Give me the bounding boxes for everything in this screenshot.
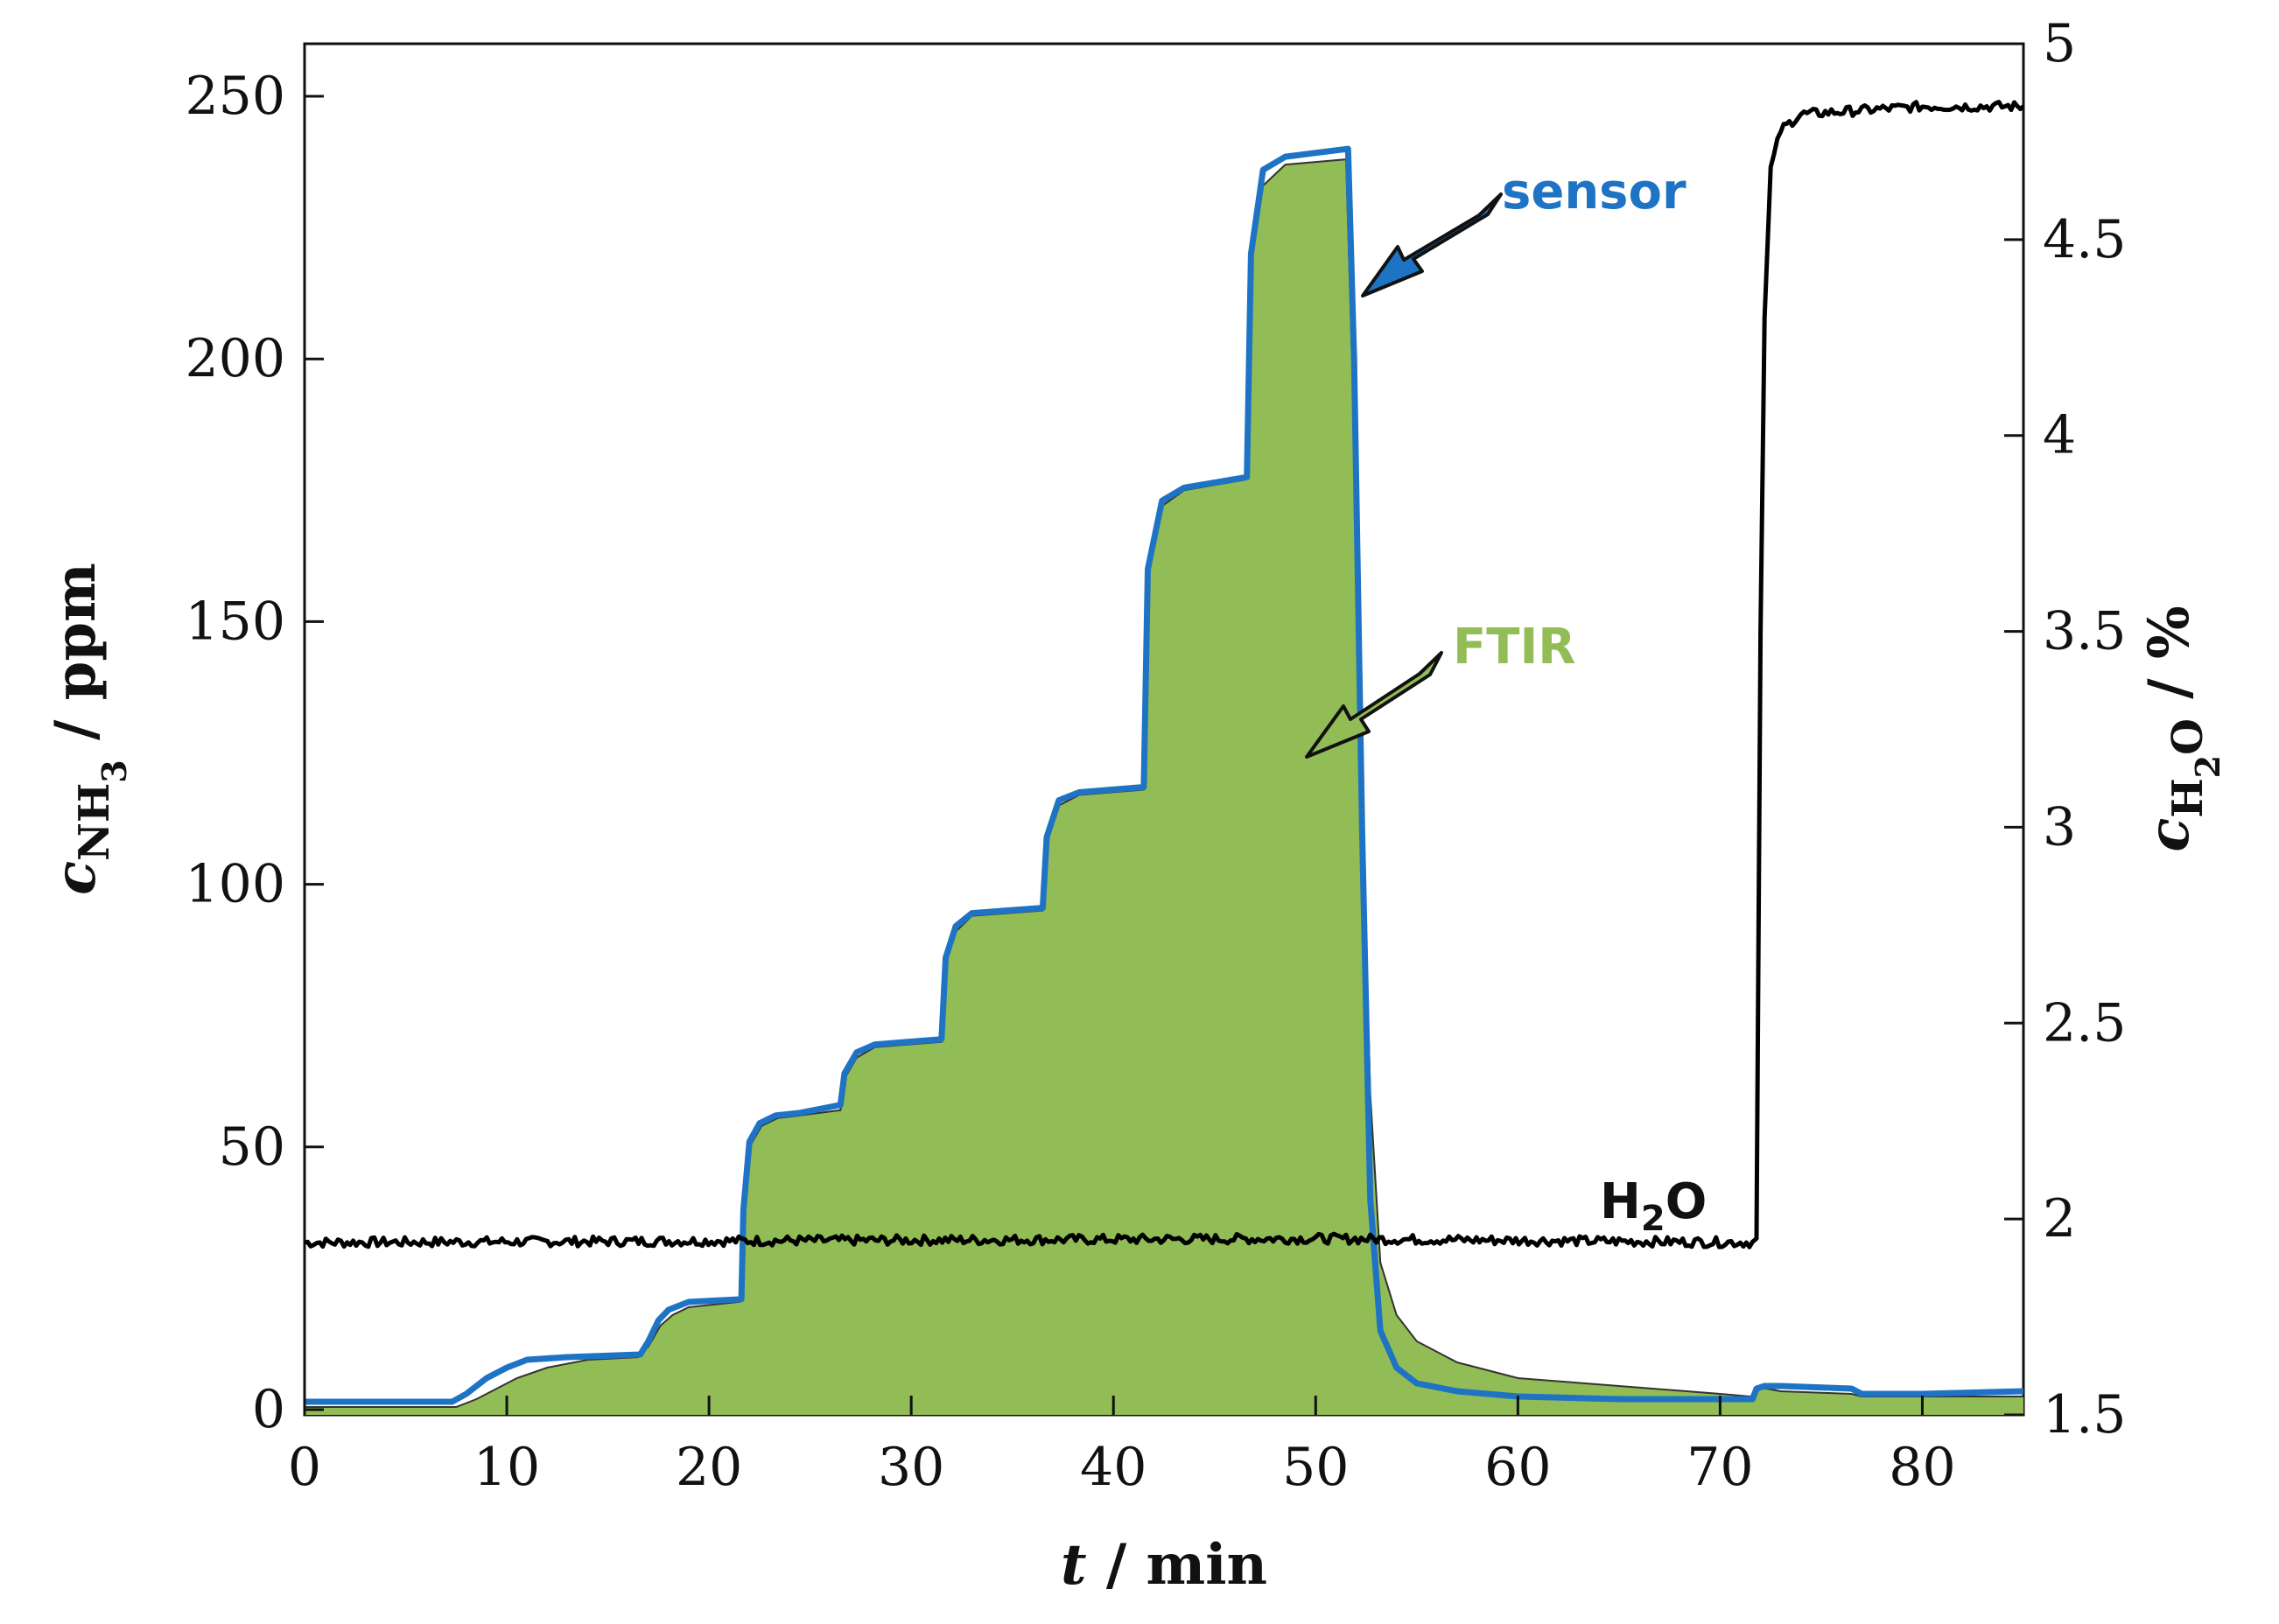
sensor-line [305,145,2023,1405]
y-left-tick-label: 200 [185,328,285,389]
y-right-tick-label: 3 [2043,796,2076,858]
y-left-tick-label: 50 [219,1116,285,1178]
y-right-tick-label: 2.5 [2043,992,2126,1054]
x-tick-label: 10 [473,1437,540,1498]
x-tick-label: 60 [1484,1437,1551,1498]
x-tick-label: 80 [1889,1437,1955,1498]
x-tick-label: 40 [1080,1437,1147,1498]
y-axis-right-title: cH2O / % [2136,606,2227,851]
y-left-tick-label: 0 [252,1379,285,1440]
x-tick-label: 0 [288,1437,321,1498]
y-left-tick-label: 150 [185,591,285,652]
h2o-label: H2O [1600,1173,1707,1239]
ftir-arrow-icon [1305,651,1443,759]
y-left-tick-label: 250 [185,66,285,127]
y-right-tick-label: 3.5 [2043,601,2126,662]
h2o-line [305,100,2023,1250]
y-right-tick-label: 2 [2043,1188,2076,1250]
series-layer [305,100,2023,1415]
ftir-area [305,159,2023,1415]
ftir-annotation: FTIR [1305,619,1575,759]
y-right-tick-label: 5 [2043,13,2076,74]
sensor-annotation: sensor [1361,164,1686,298]
y-right-tick-label: 1.5 [2043,1384,2126,1446]
x-tick-label: 30 [878,1437,944,1498]
ftir-label: FTIR [1453,619,1575,676]
x-tick-label: 50 [1282,1437,1349,1498]
sensor-arrow-icon [1361,192,1503,298]
y-right-tick-label: 4.5 [2043,209,2126,270]
x-axis-title: t / min [1061,1532,1267,1598]
axes-layer: 0 10 20 30 40 50 60 70 80 0 50 100 150 200 250 1.5 2 2.5 3… [185,13,2126,1498]
y-left-tick-label: 100 [185,854,285,915]
sensor-label: sensor [1502,164,1686,220]
y-axis-left-title: cNH3 / ppm [43,563,134,895]
x-tick-label: 20 [676,1437,742,1498]
y-right-tick-label: 4 [2043,405,2076,466]
x-tick-label: 70 [1686,1437,1753,1498]
